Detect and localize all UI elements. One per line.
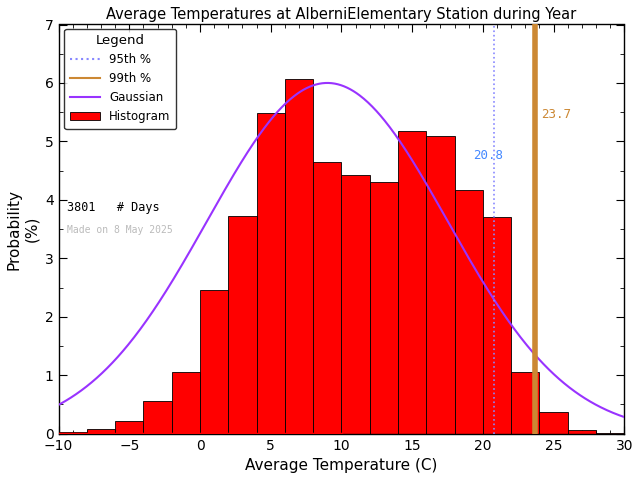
Bar [511,372,540,433]
Bar [59,432,87,433]
Bar [540,412,568,433]
Bar [483,217,511,433]
Y-axis label: Probability
(%): Probability (%) [7,189,39,270]
Bar [172,372,200,433]
Bar [143,401,172,433]
Bar [257,113,285,433]
Bar [370,182,398,433]
Text: 3801   # Days: 3801 # Days [67,201,160,214]
Bar [568,430,596,433]
Bar [342,175,370,433]
Bar [115,421,143,433]
Title: Average Temperatures at AlberniElementary Station during Year: Average Temperatures at AlberniElementar… [106,7,577,22]
Bar [454,191,483,433]
Bar [87,429,115,433]
Bar [200,290,228,433]
Text: 23.7: 23.7 [541,108,571,121]
Text: 20.8: 20.8 [473,149,503,162]
Bar [313,162,342,433]
Text: Made on 8 May 2025: Made on 8 May 2025 [67,225,173,235]
Bar [228,216,257,433]
Bar [398,131,426,433]
X-axis label: Average Temperature (C): Average Temperature (C) [245,458,438,473]
Bar [426,136,454,433]
Legend: 95th %, 99th %, Gaussian, Histogram: 95th %, 99th %, Gaussian, Histogram [64,29,177,129]
Bar [285,79,313,433]
